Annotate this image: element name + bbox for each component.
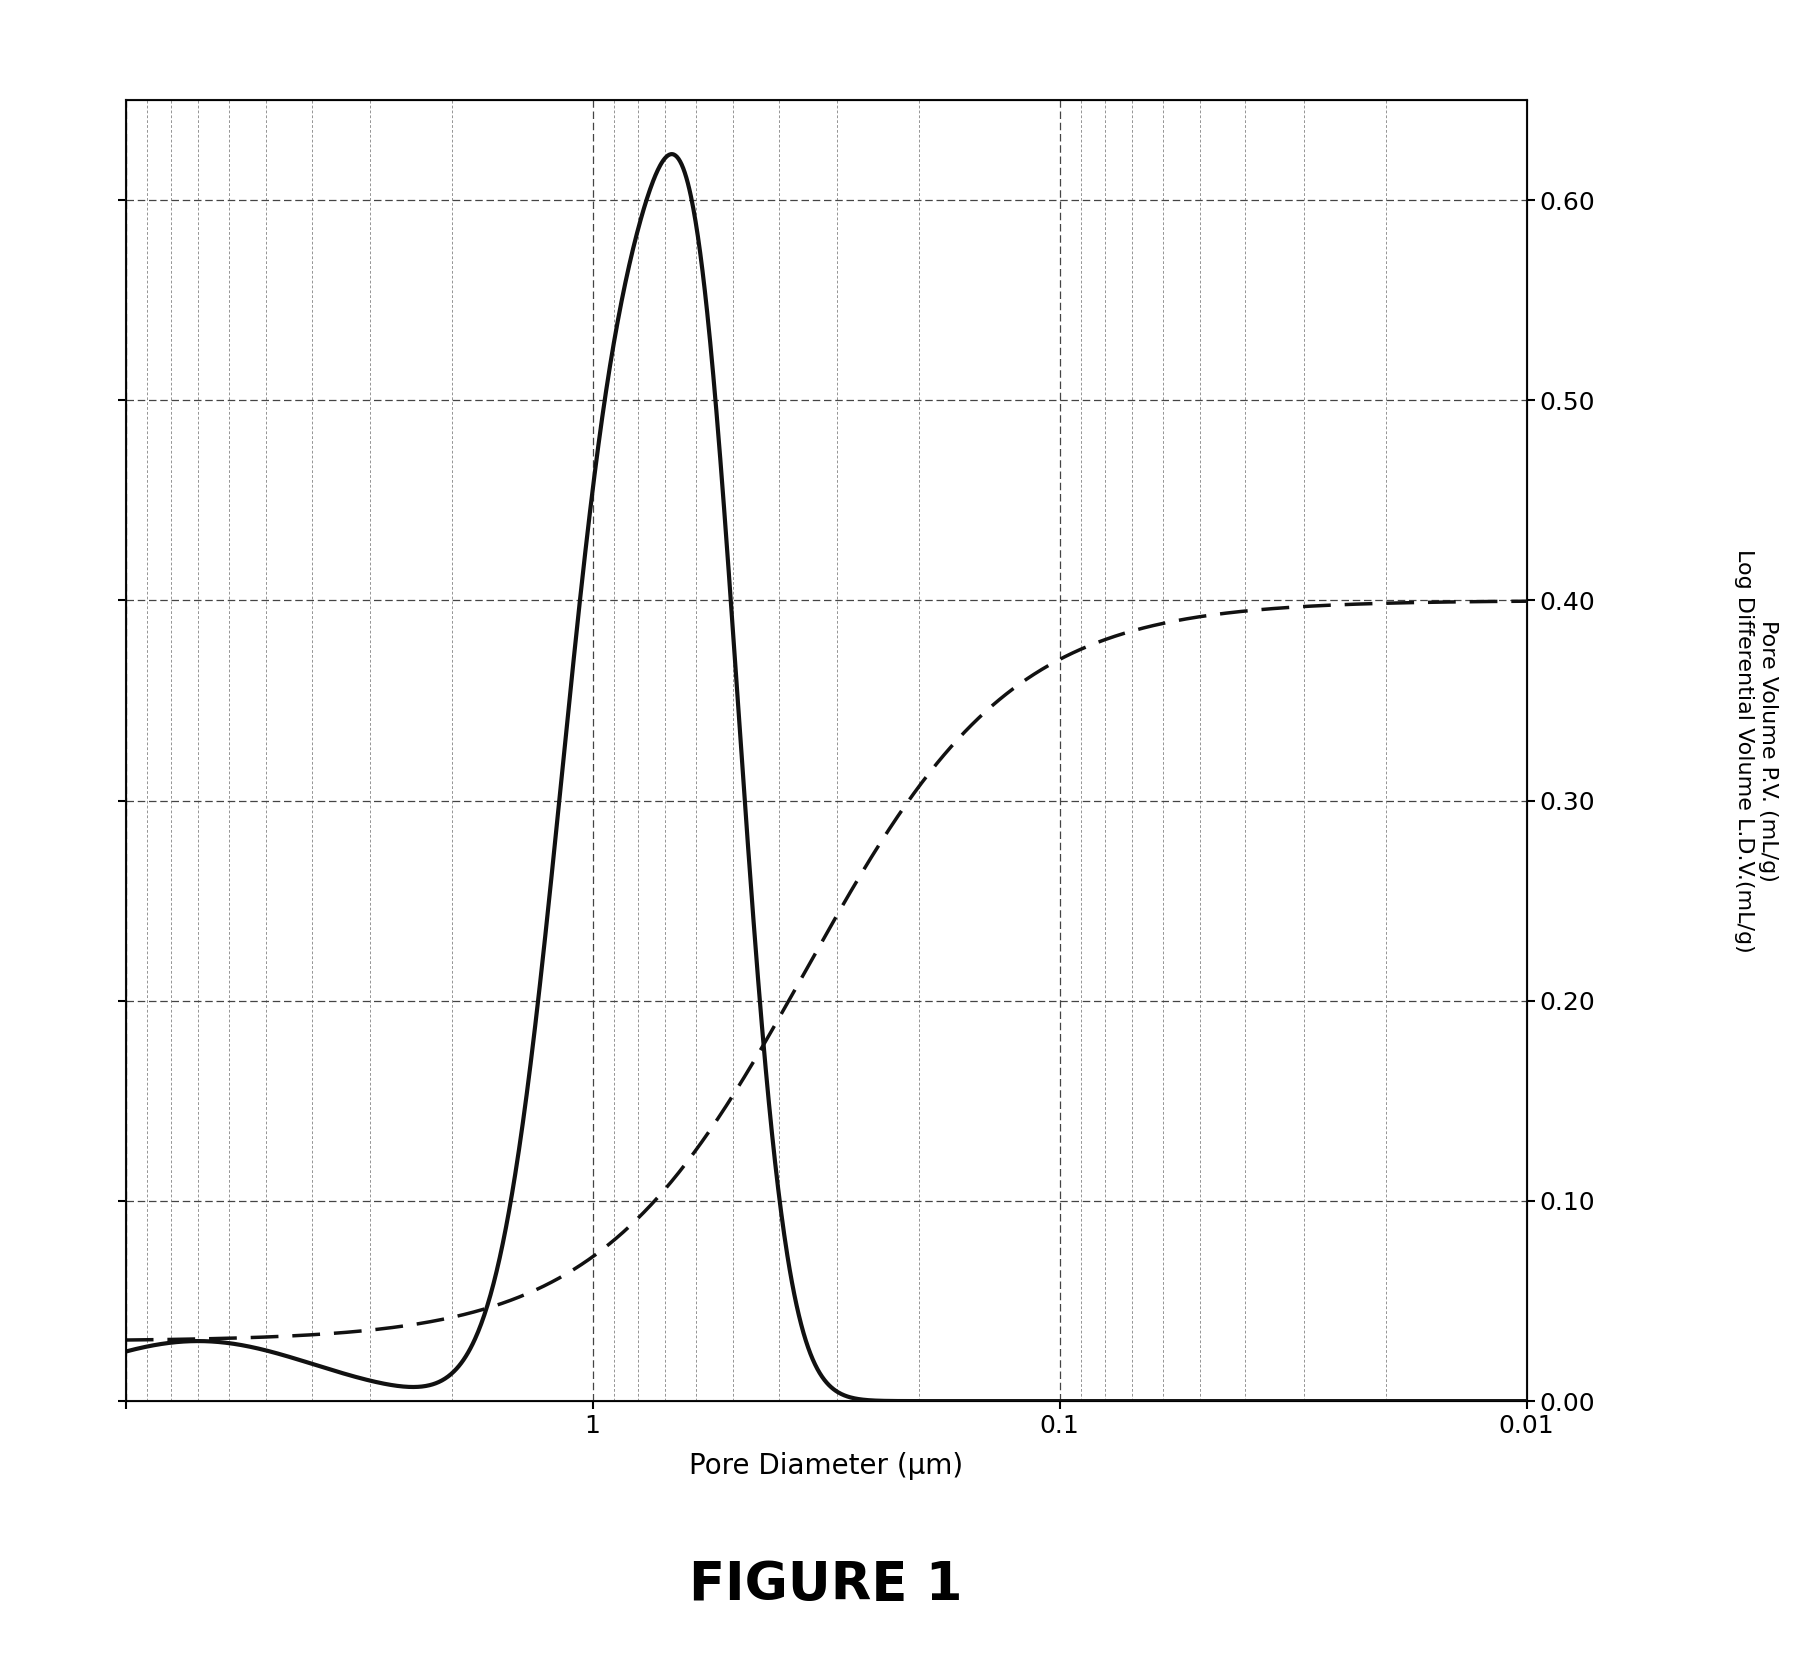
X-axis label: Pore Diameter (μm): Pore Diameter (μm) (690, 1453, 963, 1480)
Text: FIGURE 1: FIGURE 1 (690, 1558, 963, 1611)
Y-axis label: Pore Volume P.V. (mL/g)
Log Differential Volume L.D.V.(mL/g): Pore Volume P.V. (mL/g) Log Differential… (1735, 549, 1778, 952)
